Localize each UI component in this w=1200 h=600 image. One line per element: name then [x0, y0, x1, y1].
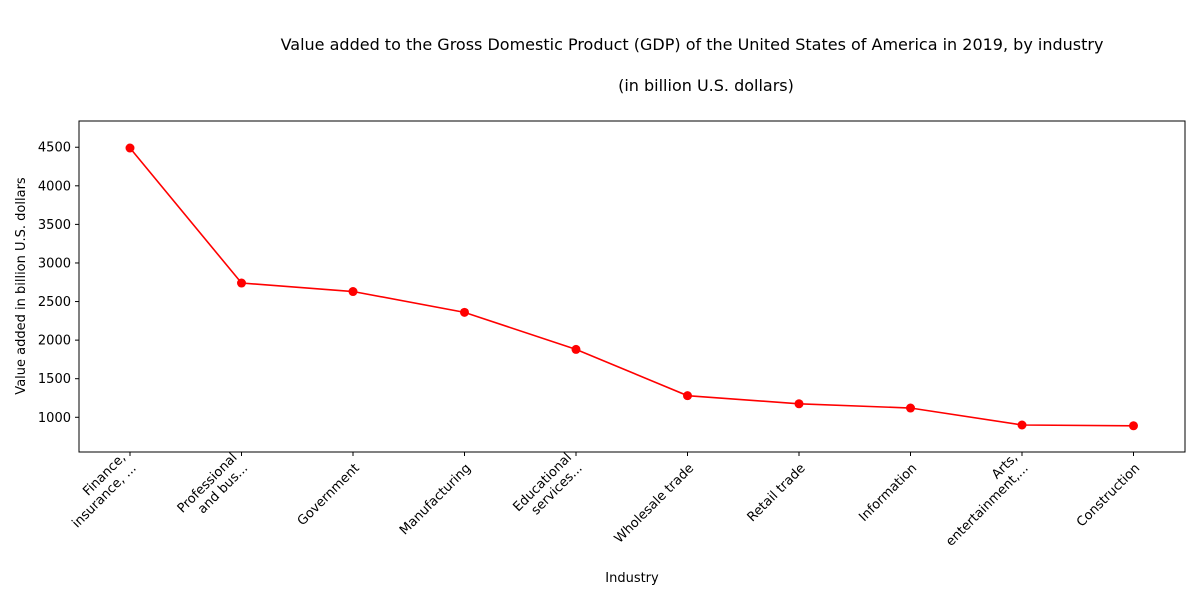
y-tick-label: 3000: [38, 256, 71, 271]
data-point: [1017, 420, 1027, 430]
y-tick-label: 1000: [38, 411, 71, 426]
y-tick-label: 4000: [38, 179, 71, 194]
data-point: [348, 287, 358, 297]
x-axis-label: Industry: [605, 571, 659, 586]
data-point: [460, 307, 469, 317]
x-tick-label: Construction: [1074, 461, 1143, 530]
data-point: [794, 399, 804, 409]
y-tick-label: 1500: [38, 372, 71, 387]
data-point: [571, 344, 581, 354]
x-tick-label: Government: [295, 461, 363, 529]
x-tick-label: Manufacturing: [397, 461, 474, 538]
data-point: [683, 391, 692, 401]
y-tick-label: 2000: [38, 334, 71, 349]
data-series: [125, 143, 1138, 431]
x-tick-label: Educationalservices...: [510, 450, 585, 525]
x-axis: Finance,insurance, ... Professionaland bu…: [59, 450, 1143, 549]
y-tick-label: 2500: [38, 295, 71, 310]
data-point: [125, 143, 135, 153]
x-tick-label: Arts,entertainment,...: [933, 450, 1032, 549]
y-tick-label: 4500: [38, 141, 71, 156]
x-tick-label: Retail trade: [745, 461, 809, 525]
data-point: [1129, 421, 1138, 431]
y-tick-label: 3500: [38, 218, 71, 233]
x-tick-label: Finance,insurance, ...: [59, 450, 140, 531]
data-point: [237, 278, 246, 288]
data-point: [906, 403, 915, 413]
x-tick-label: Professionaland bus...: [175, 450, 251, 526]
x-tick-label: Information: [856, 461, 920, 525]
y-axis-label: Value added in billion U.S. dollars: [14, 177, 29, 395]
x-tick-label: Wholesale trade: [612, 461, 697, 546]
plot-area-frame: [78, 120, 1186, 453]
series-line: [129, 147, 1134, 427]
chart-subtitle: (in billion U.S. dollars): [618, 76, 794, 95]
y-axis: 1000 1500 2000 2500 3000 3500 4000 4500: [38, 141, 79, 426]
chart-title: Value added to the Gross Domestic Produc…: [281, 35, 1104, 54]
